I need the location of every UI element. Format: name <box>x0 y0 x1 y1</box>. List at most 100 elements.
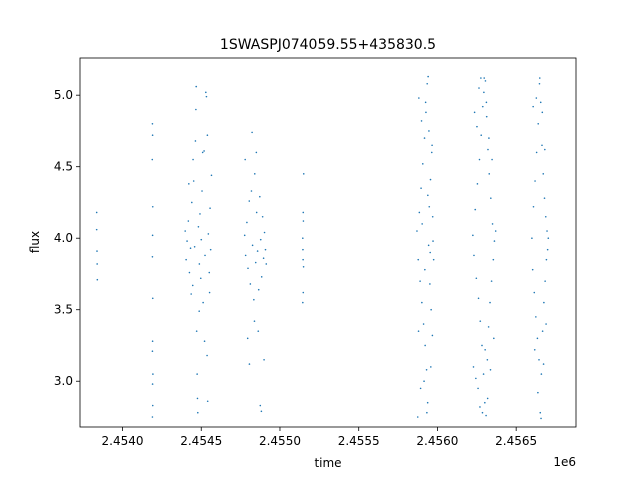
data-point <box>186 240 188 242</box>
data-point <box>483 77 486 79</box>
data-point <box>423 380 425 383</box>
data-point <box>206 134 209 137</box>
data-point <box>302 211 305 214</box>
data-point <box>478 158 481 161</box>
data-point <box>418 211 421 214</box>
data-point <box>191 201 193 204</box>
data-point <box>537 391 539 394</box>
data-point <box>546 230 548 232</box>
data-point <box>474 208 477 211</box>
data-point <box>251 131 253 134</box>
data-point <box>426 411 428 414</box>
data-point <box>259 238 262 241</box>
data-point <box>96 278 99 281</box>
data-point <box>538 77 541 79</box>
data-point <box>430 308 432 311</box>
points-layer <box>95 75 550 420</box>
data-point <box>494 230 497 232</box>
data-point <box>195 85 198 88</box>
data-point <box>533 348 536 351</box>
data-point <box>192 158 194 161</box>
data-point <box>541 111 544 114</box>
data-point <box>416 416 419 418</box>
data-point <box>264 248 267 251</box>
data-point <box>151 340 154 342</box>
data-point <box>151 134 154 137</box>
data-point <box>485 115 488 118</box>
data-point <box>425 111 427 114</box>
data-point <box>538 82 541 85</box>
data-point <box>476 125 478 128</box>
data-point <box>419 280 421 282</box>
data-point <box>428 130 430 132</box>
data-point <box>302 291 305 294</box>
data-point <box>261 215 264 218</box>
data-point <box>535 97 538 99</box>
data-point <box>151 350 154 353</box>
data-point <box>151 297 154 300</box>
data-point <box>417 330 420 332</box>
data-point <box>420 187 422 189</box>
data-point <box>485 101 488 104</box>
data-point <box>302 266 305 268</box>
data-point <box>483 91 485 94</box>
x-tick-label: 2.4545 <box>180 434 222 448</box>
data-point <box>490 280 493 282</box>
data-point <box>302 248 304 251</box>
data-point <box>254 261 257 264</box>
data-point <box>422 323 425 325</box>
data-point <box>194 140 197 142</box>
data-point <box>302 258 304 261</box>
x-tick-label: 2.4565 <box>495 434 537 448</box>
data-point <box>209 207 211 209</box>
data-point <box>257 288 260 291</box>
data-point <box>255 211 258 214</box>
y-tick-label: 3.5 <box>54 303 73 317</box>
y-tick-label: 3.0 <box>54 374 73 388</box>
data-point <box>425 368 428 371</box>
data-point <box>546 248 549 251</box>
chart-title: 1SWASPJ074059.55+435830.5 <box>220 37 436 53</box>
data-point <box>426 82 429 85</box>
data-point <box>481 105 484 108</box>
data-point <box>198 310 200 312</box>
data-point <box>263 358 265 361</box>
data-point <box>96 250 98 252</box>
data-point <box>479 406 481 408</box>
data-point <box>430 366 432 368</box>
x-axis-label: time <box>314 456 341 470</box>
data-point <box>535 151 538 154</box>
data-point <box>257 330 260 332</box>
data-point <box>246 337 249 340</box>
data-point <box>478 87 480 89</box>
data-point <box>200 238 203 241</box>
data-point <box>244 158 246 161</box>
data-point <box>196 397 199 400</box>
data-point <box>184 230 186 232</box>
data-point <box>188 183 190 185</box>
data-point <box>481 411 484 414</box>
data-point <box>190 293 192 295</box>
data-point <box>544 148 546 151</box>
x-tick-label: 2.4560 <box>416 434 458 448</box>
data-point <box>198 263 201 265</box>
data-point <box>543 301 545 304</box>
data-point <box>151 383 154 385</box>
data-point <box>488 137 490 139</box>
data-point <box>542 173 545 175</box>
data-point <box>531 268 534 271</box>
data-point <box>536 337 539 340</box>
data-point <box>96 263 98 265</box>
data-point <box>196 373 198 375</box>
data-point <box>207 233 210 235</box>
data-point <box>199 277 202 280</box>
data-point <box>192 180 195 182</box>
data-point <box>253 320 256 322</box>
data-point <box>151 158 154 161</box>
data-point <box>302 301 304 304</box>
data-point <box>475 377 477 380</box>
data-point <box>432 258 435 261</box>
data-point <box>430 151 433 154</box>
data-point <box>539 101 542 104</box>
data-point <box>262 257 265 260</box>
